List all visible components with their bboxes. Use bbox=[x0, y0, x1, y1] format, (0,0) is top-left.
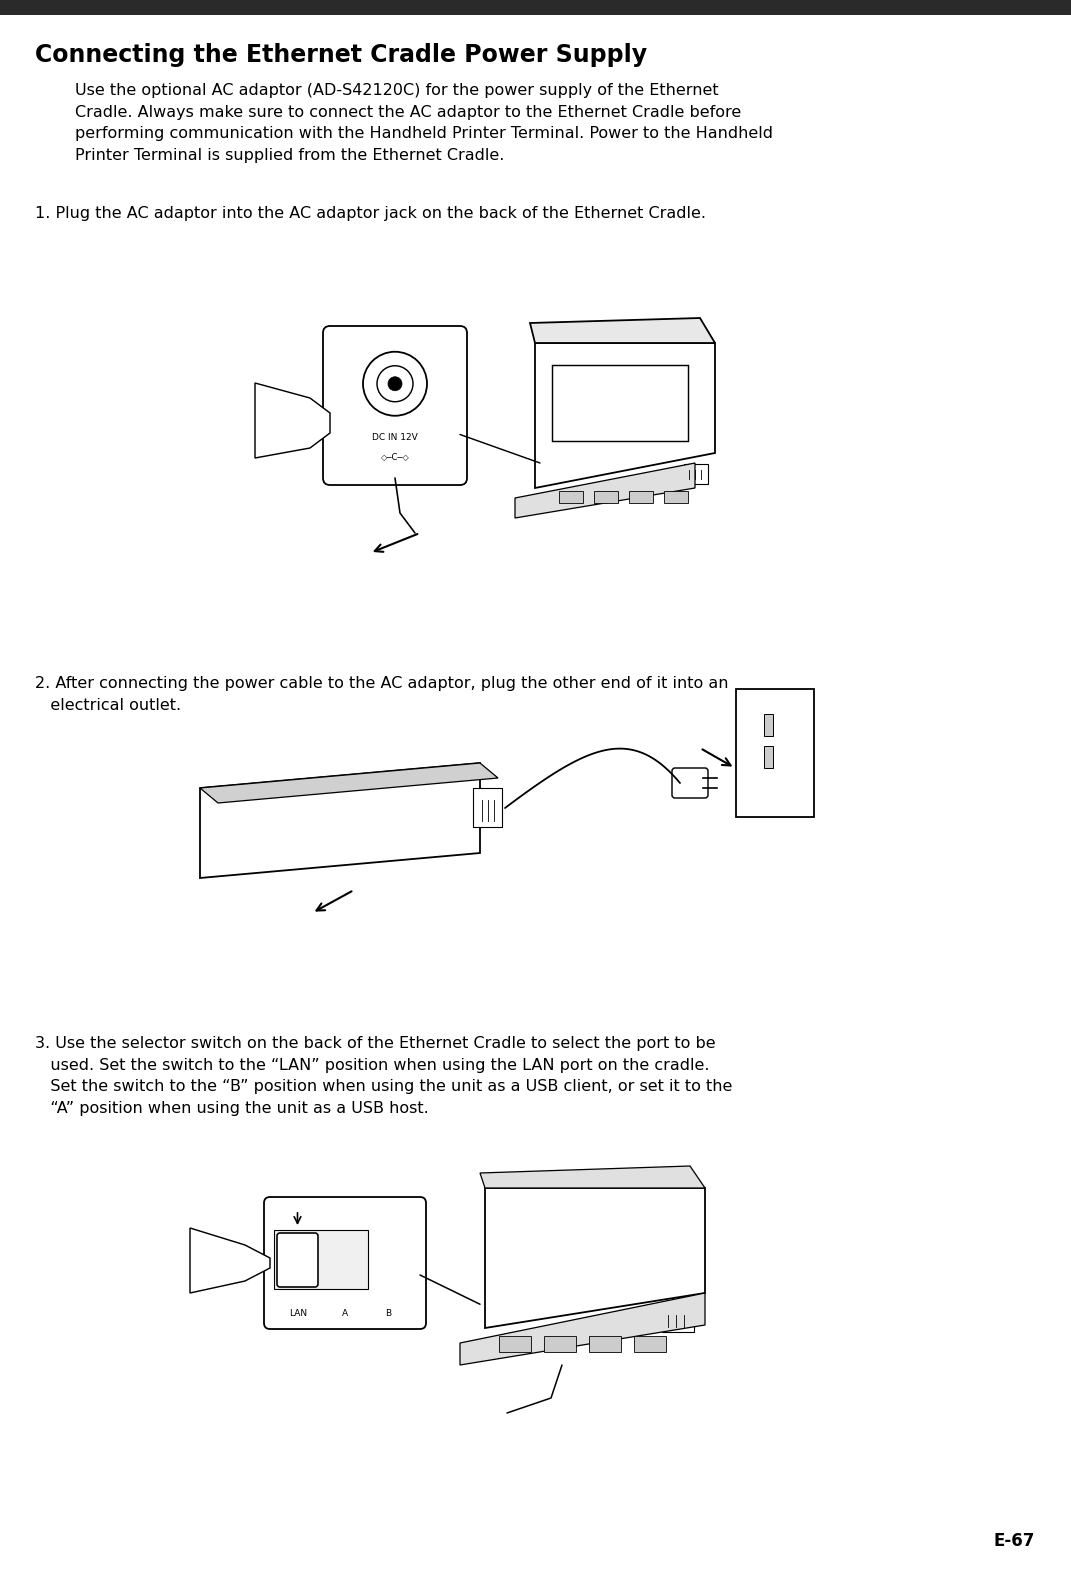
FancyBboxPatch shape bbox=[684, 464, 708, 484]
Bar bbox=[0, 0, 1071, 16]
FancyBboxPatch shape bbox=[544, 1337, 576, 1352]
FancyBboxPatch shape bbox=[764, 746, 773, 768]
Polygon shape bbox=[480, 1166, 705, 1188]
Circle shape bbox=[388, 377, 402, 391]
FancyBboxPatch shape bbox=[736, 690, 814, 817]
Text: Connecting the Ethernet Cradle Power Supply: Connecting the Ethernet Cradle Power Sup… bbox=[35, 43, 647, 66]
Text: 3. Use the selector switch on the back of the Ethernet Cradle to select the port: 3. Use the selector switch on the back o… bbox=[35, 1037, 733, 1116]
Polygon shape bbox=[530, 319, 715, 342]
Polygon shape bbox=[200, 764, 480, 877]
FancyBboxPatch shape bbox=[552, 365, 688, 440]
Circle shape bbox=[377, 366, 413, 402]
Text: B: B bbox=[384, 1308, 391, 1318]
FancyBboxPatch shape bbox=[672, 768, 708, 798]
Polygon shape bbox=[200, 764, 498, 803]
Text: DC IN 12V: DC IN 12V bbox=[372, 432, 418, 442]
FancyBboxPatch shape bbox=[499, 1337, 531, 1352]
Text: Use the optional AC adaptor (AD-S42120C) for the power supply of the Ethernet
Cr: Use the optional AC adaptor (AD-S42120C)… bbox=[75, 84, 773, 163]
Text: ◇─C─◇: ◇─C─◇ bbox=[380, 451, 409, 461]
FancyBboxPatch shape bbox=[629, 491, 653, 503]
Text: A: A bbox=[342, 1308, 348, 1318]
FancyBboxPatch shape bbox=[764, 713, 773, 735]
FancyBboxPatch shape bbox=[323, 327, 467, 484]
Polygon shape bbox=[461, 1292, 705, 1365]
FancyBboxPatch shape bbox=[263, 1198, 426, 1329]
Text: 2. After connecting the power cable to the AC adaptor, plug the other end of it : 2. After connecting the power cable to t… bbox=[35, 675, 728, 713]
FancyBboxPatch shape bbox=[274, 1229, 368, 1289]
FancyBboxPatch shape bbox=[277, 1232, 318, 1288]
Polygon shape bbox=[190, 1228, 270, 1292]
Text: 1. Plug the AC adaptor into the AC adaptor jack on the back of the Ethernet Crad: 1. Plug the AC adaptor into the AC adapt… bbox=[35, 207, 706, 221]
Text: E-67: E-67 bbox=[994, 1532, 1035, 1550]
Circle shape bbox=[363, 352, 427, 415]
FancyBboxPatch shape bbox=[589, 1337, 621, 1352]
FancyBboxPatch shape bbox=[559, 491, 583, 503]
FancyBboxPatch shape bbox=[664, 491, 688, 503]
Polygon shape bbox=[515, 462, 695, 518]
FancyBboxPatch shape bbox=[473, 789, 502, 827]
Polygon shape bbox=[485, 1188, 705, 1329]
Text: LAN: LAN bbox=[289, 1308, 307, 1318]
Polygon shape bbox=[255, 383, 330, 458]
Polygon shape bbox=[536, 342, 715, 488]
FancyBboxPatch shape bbox=[634, 1337, 666, 1352]
FancyBboxPatch shape bbox=[594, 491, 618, 503]
FancyBboxPatch shape bbox=[662, 1308, 694, 1332]
